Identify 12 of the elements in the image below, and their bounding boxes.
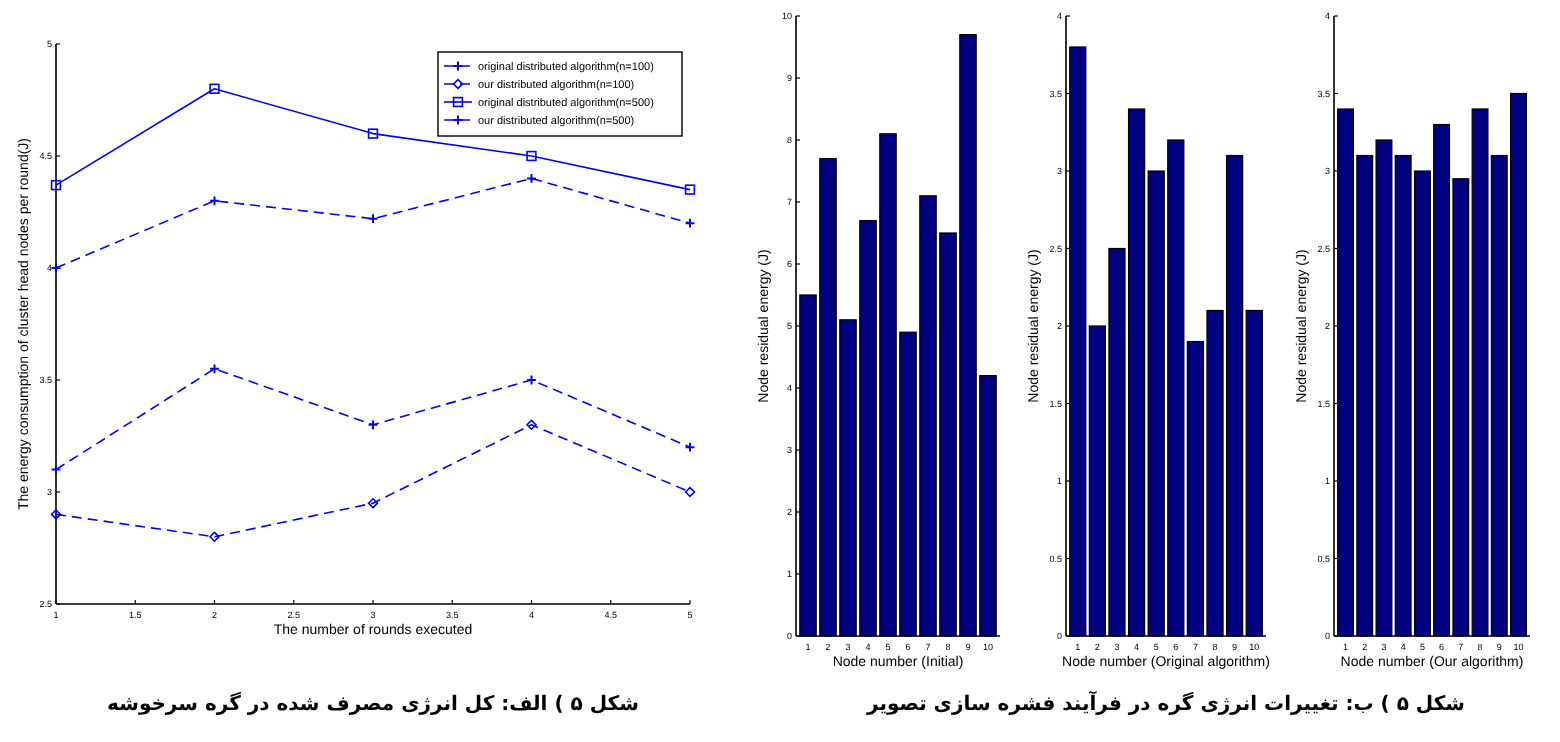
point bbox=[526, 419, 537, 430]
text: شکل ۵ ) الف: کل انرژی مصرف شده در گره سرخوشه bbox=[107, 690, 640, 716]
point bbox=[684, 184, 696, 195]
point bbox=[684, 486, 696, 498]
point bbox=[367, 498, 379, 509]
point bbox=[367, 128, 379, 139]
text: شکل ۵ ) ب: تغییرات انرژی گره در فرآیند فشره سازی تصویر bbox=[864, 690, 1466, 716]
point bbox=[50, 509, 62, 520]
point bbox=[209, 83, 220, 94]
point bbox=[209, 531, 220, 542]
point bbox=[50, 179, 62, 191]
point bbox=[526, 150, 537, 162]
